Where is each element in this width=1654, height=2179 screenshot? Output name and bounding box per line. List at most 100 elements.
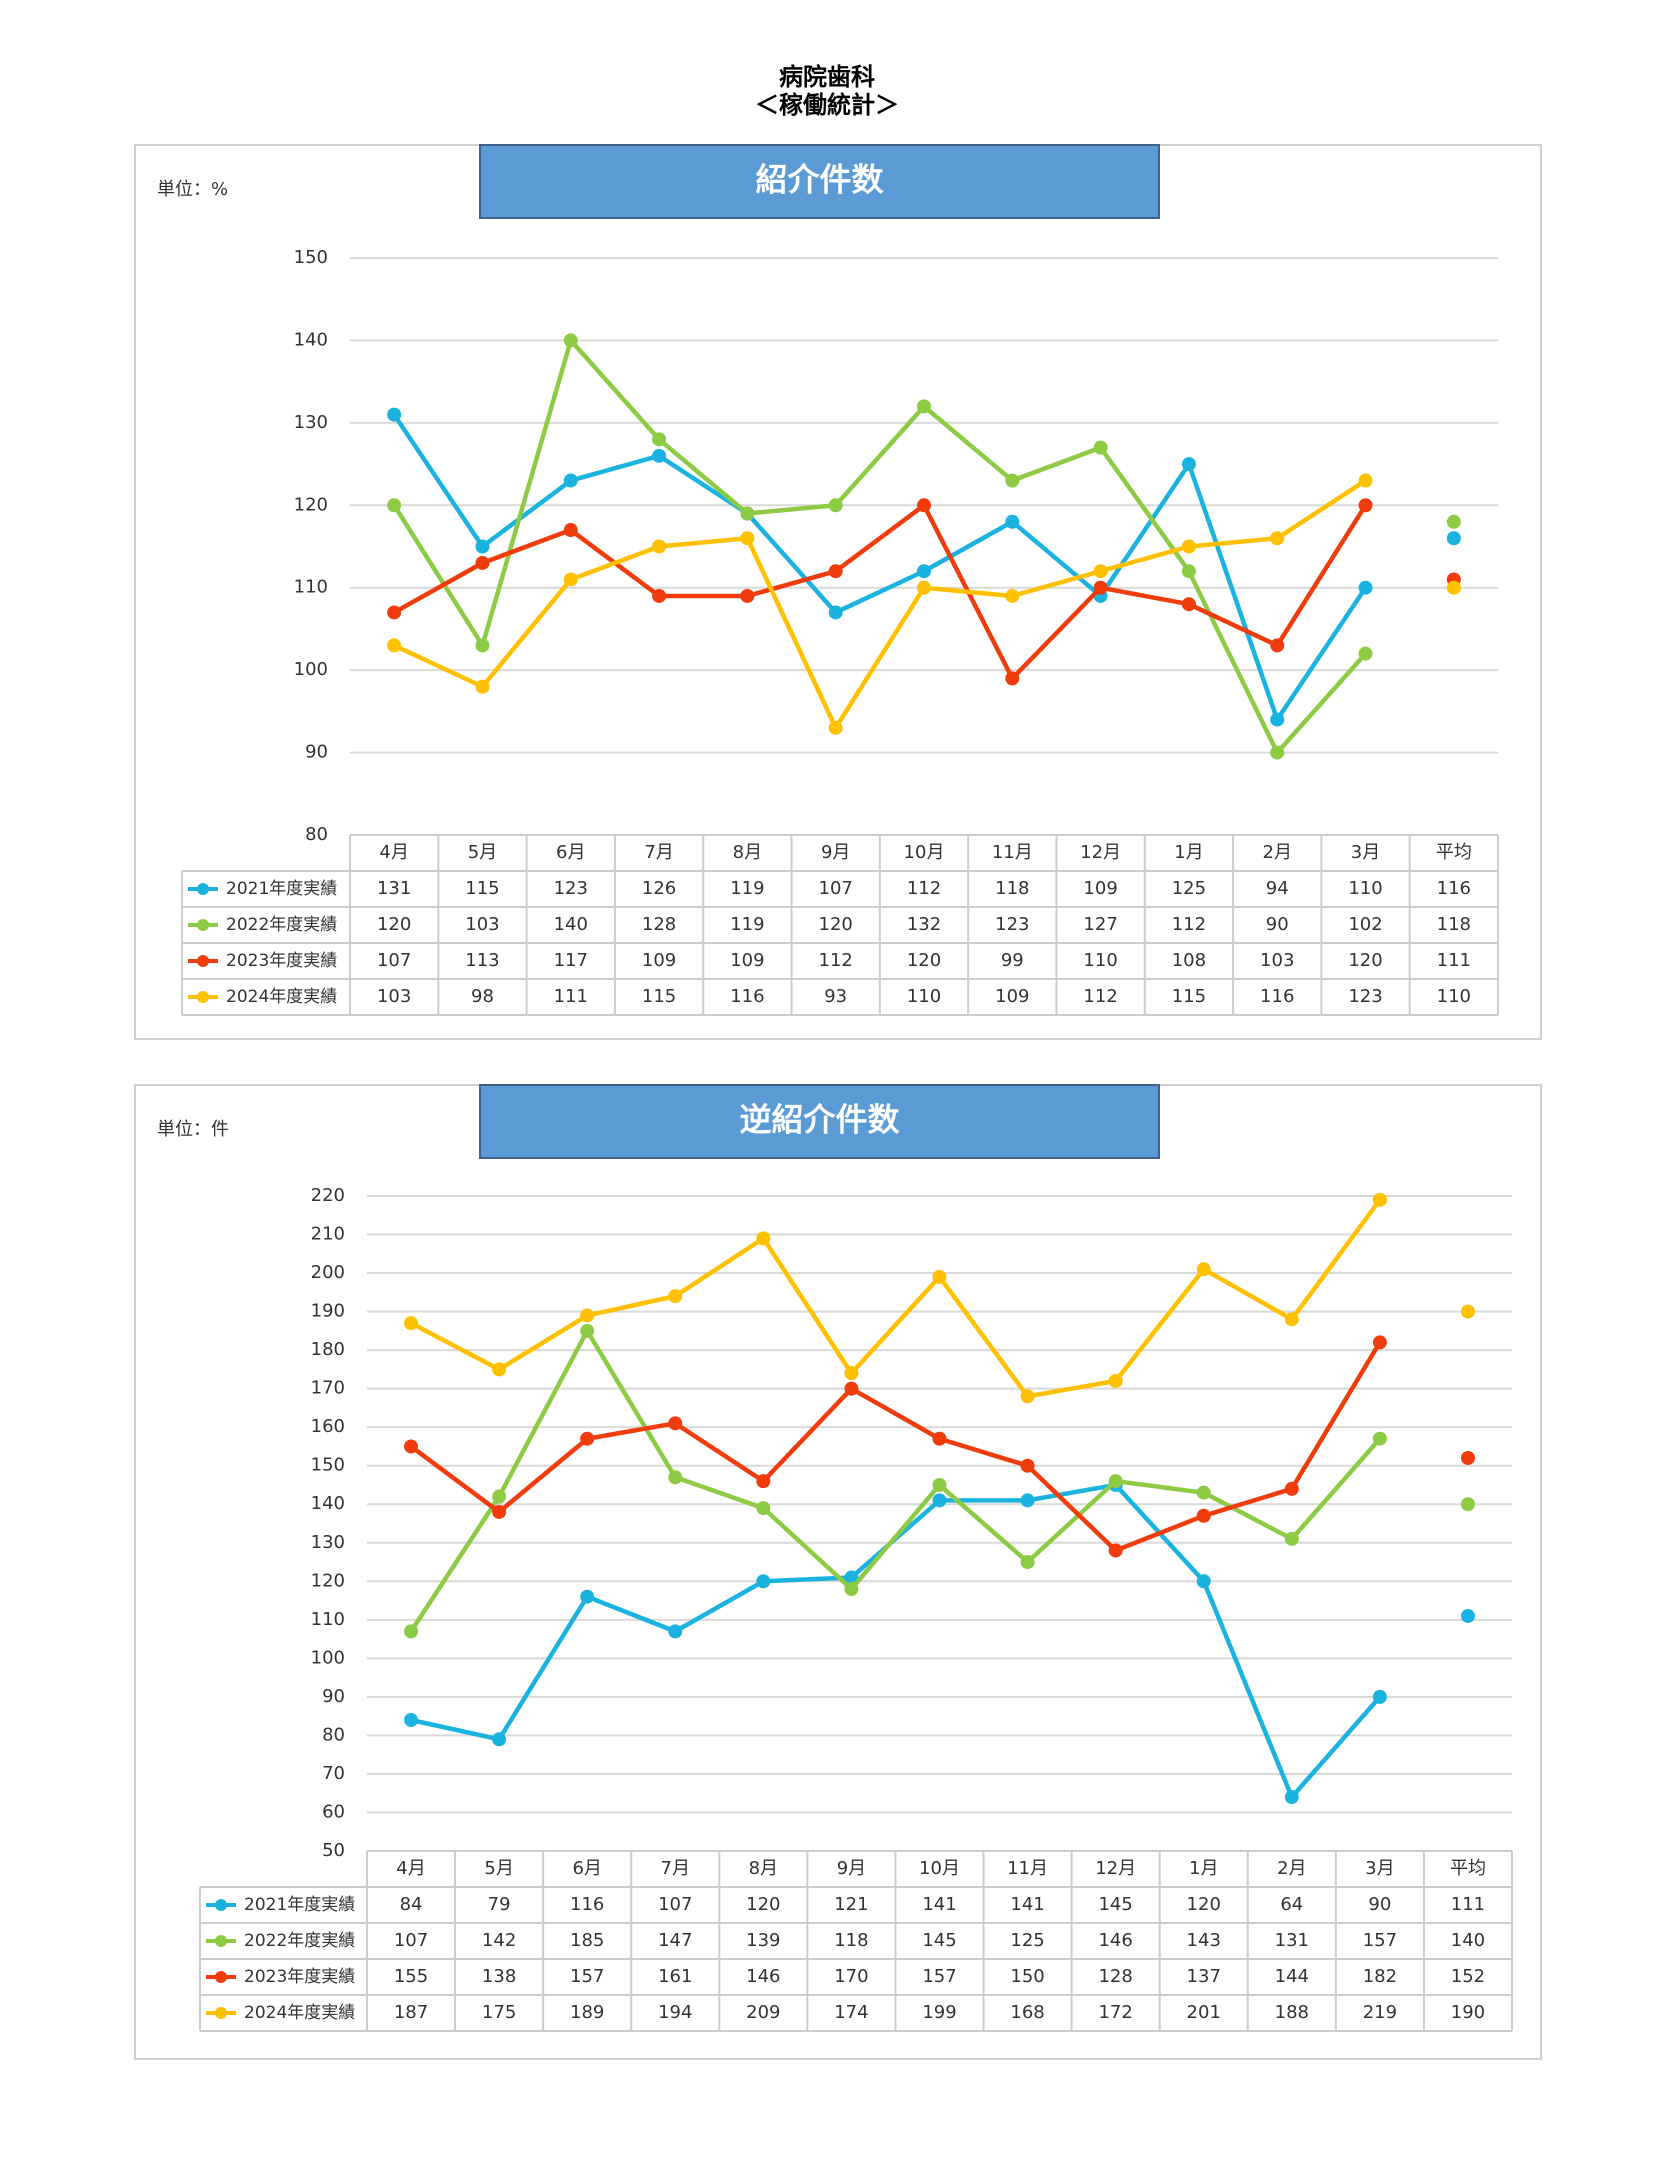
x-tick-label: 10月 xyxy=(919,1858,960,1879)
table-value: 64 xyxy=(1280,1894,1303,1915)
table-value: 182 xyxy=(1363,1966,1397,1987)
table-value: 140 xyxy=(1451,1930,1485,1951)
data-point xyxy=(652,432,667,447)
table-value: 189 xyxy=(570,2002,604,2023)
series-line xyxy=(409,1341,1382,1553)
data-point xyxy=(1284,1312,1299,1327)
data-point xyxy=(1196,1574,1211,1589)
data-point xyxy=(668,1416,683,1431)
table-value: 109 xyxy=(642,950,676,971)
x-tick-label: 9月 xyxy=(821,842,850,863)
table-value: 99 xyxy=(1001,950,1024,971)
x-tick-label: 2月 xyxy=(1277,1858,1306,1879)
table-value: 190 xyxy=(1451,2002,1485,2023)
y-tick-label: 150 xyxy=(311,1455,345,1476)
data-point xyxy=(1005,473,1020,488)
table-value: 157 xyxy=(922,1966,956,1987)
page-title: 病院歯科 xyxy=(779,63,875,91)
legend-label: 2023年度実績 xyxy=(226,951,337,971)
table-value: 194 xyxy=(658,2002,692,2023)
y-tick-label: 80 xyxy=(305,824,328,845)
x-tick-label: 7月 xyxy=(661,1858,690,1879)
data-point xyxy=(652,448,667,463)
table-value: 146 xyxy=(746,1966,780,1987)
data-point xyxy=(1358,646,1373,661)
table-value: 102 xyxy=(1348,914,1382,935)
data-point xyxy=(475,638,490,653)
x-tick-label: 4月 xyxy=(379,842,408,863)
table-value: 120 xyxy=(907,950,941,971)
data-point xyxy=(1020,1555,1035,1570)
table-value: 201 xyxy=(1187,2002,1221,2023)
data-point xyxy=(563,572,578,587)
x-tick-label: 4月 xyxy=(396,1858,425,1879)
table-value: 138 xyxy=(482,1966,516,1987)
table-value: 84 xyxy=(400,1894,423,1915)
data-point xyxy=(844,1582,859,1596)
y-tick-label: 160 xyxy=(311,1416,345,1437)
table-value: 110 xyxy=(1437,986,1471,1007)
legend-swatch xyxy=(197,991,209,1003)
data-point xyxy=(1270,638,1285,653)
data-point xyxy=(756,1501,771,1516)
data-point xyxy=(756,1231,771,1246)
table-value: 147 xyxy=(658,1930,692,1951)
data-point xyxy=(1270,531,1285,546)
data-point xyxy=(580,1589,595,1604)
table-value: 199 xyxy=(922,2002,956,2023)
data-point xyxy=(580,1308,595,1323)
x-tick-label: 5月 xyxy=(484,1858,513,1879)
x-tick-label: 11月 xyxy=(992,842,1033,863)
y-tick-label: 70 xyxy=(322,1763,345,1784)
y-tick-label: 110 xyxy=(311,1609,345,1630)
data-point xyxy=(563,333,578,348)
legend-swatch xyxy=(215,1899,227,1911)
data-point xyxy=(828,605,843,620)
data-point xyxy=(404,1439,419,1454)
table-value: 119 xyxy=(730,914,764,935)
legend-swatch xyxy=(215,1971,227,1983)
data-point xyxy=(1358,580,1373,595)
table-value: 127 xyxy=(1083,914,1117,935)
y-tick-label: 200 xyxy=(311,1262,345,1283)
x-tick-label: 12月 xyxy=(1095,1858,1136,1879)
table-value: 145 xyxy=(1098,1894,1132,1915)
data-point xyxy=(1446,580,1461,595)
table-value: 144 xyxy=(1275,1966,1309,1987)
table-value: 94 xyxy=(1266,878,1289,899)
data-point xyxy=(844,1366,859,1381)
data-point xyxy=(404,1316,419,1331)
y-tick-label: 100 xyxy=(311,1647,345,1668)
data-point xyxy=(1181,597,1196,612)
table-value: 117 xyxy=(554,950,588,971)
chart-title: 逆紹介件数 xyxy=(739,1101,900,1139)
table-value: 107 xyxy=(658,1894,692,1915)
legend-label: 2024年度実績 xyxy=(226,987,337,1007)
data-point xyxy=(740,531,755,546)
table-value: 120 xyxy=(1187,1894,1221,1915)
data-point xyxy=(1358,473,1373,488)
table-value: 188 xyxy=(1275,2002,1309,2023)
legend-label: 2021年度実績 xyxy=(226,879,337,899)
y-tick-label: 210 xyxy=(311,1224,345,1245)
y-tick-label: 150 xyxy=(294,247,328,268)
data-point xyxy=(844,1570,859,1585)
table-value: 187 xyxy=(394,2002,428,2023)
data-point xyxy=(652,588,667,603)
series-line xyxy=(409,1198,1382,1399)
data-point xyxy=(492,1489,507,1504)
table-value: 141 xyxy=(1010,1894,1044,1915)
y-tick-label: 180 xyxy=(311,1339,345,1360)
table-value: 142 xyxy=(482,1930,516,1951)
table-value: 140 xyxy=(554,914,588,935)
data-point xyxy=(1181,457,1196,472)
data-point xyxy=(756,1474,771,1489)
table-value: 150 xyxy=(1010,1966,1044,1987)
table-value: 116 xyxy=(730,986,764,1007)
data-point xyxy=(756,1574,771,1589)
y-tick-label: 100 xyxy=(294,659,328,680)
table-value: 109 xyxy=(995,986,1029,1007)
y-tick-label: 140 xyxy=(311,1493,345,1514)
table-value: 116 xyxy=(1437,878,1471,899)
data-point xyxy=(580,1323,595,1338)
